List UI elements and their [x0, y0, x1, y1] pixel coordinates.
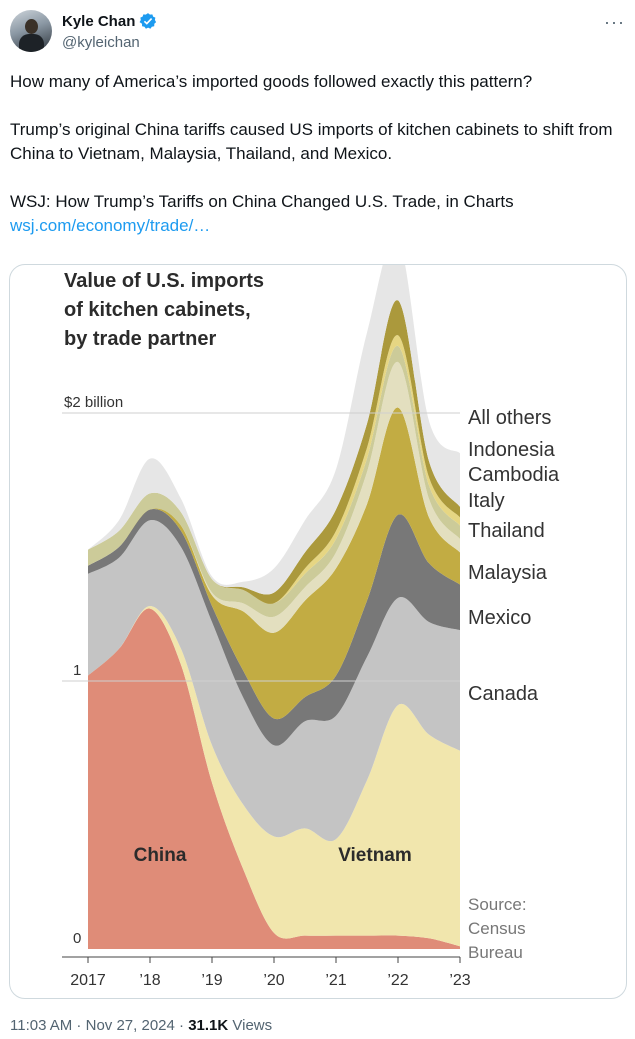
area-vietnam	[88, 606, 460, 947]
area-canada	[88, 520, 460, 842]
verified-badge-icon	[139, 13, 157, 29]
y-tick-label: $2 billion	[64, 394, 123, 411]
legend-malaysia: Malaysia	[468, 562, 548, 584]
x-tick-label: ’22	[387, 972, 408, 989]
meta-separator: ·	[174, 1017, 189, 1034]
tweet-text: How many of America’s imported goods fol…	[10, 70, 620, 238]
area-label-vietnam: Vietnam	[338, 845, 412, 866]
author-name[interactable]: Kyle Chan	[62, 12, 136, 30]
tweet-line-2: Trump’s original China tariffs caused US…	[10, 120, 613, 163]
chart-source-line: Census	[468, 919, 526, 938]
y-tick-label: 1	[73, 662, 81, 679]
author-handle[interactable]: @kyleichan	[62, 34, 140, 51]
x-tick-label: ’18	[139, 972, 160, 989]
x-tick-label: ’23	[449, 972, 470, 989]
chart-title-line: of kitchen cabinets,	[64, 299, 251, 321]
avatar[interactable]	[10, 10, 52, 52]
avatar-head	[25, 19, 38, 34]
view-count: 31.1K	[188, 1017, 229, 1034]
legend-italy: Italy	[468, 490, 505, 512]
meta-separator: ·	[72, 1017, 86, 1034]
chart-title-line: Value of U.S. imports	[64, 270, 264, 292]
x-tick-label: ’19	[201, 972, 222, 989]
stacked-area-chart: $2 billion 1 0 2017 ’18 ’19 ’20 ’21 ’22 ’23 Canada…	[62, 265, 560, 989]
chart-source-line: Bureau	[468, 943, 523, 962]
legend-mexico: Mexico	[468, 607, 531, 629]
author-name-row[interactable]: Kyle Chan	[62, 12, 157, 30]
tweet-date[interactable]: Nov 27, 2024	[85, 1017, 175, 1034]
area-malaysia	[88, 407, 460, 720]
more-icon[interactable]: ···	[604, 12, 625, 32]
x-tick-label: ’21	[325, 972, 346, 989]
x-tick-label: ’20	[263, 972, 284, 989]
legend-all-others: All others	[468, 407, 551, 429]
x-tick-label: 2017	[70, 972, 106, 989]
legend-cambodia: Cambodia	[468, 464, 560, 486]
article-link[interactable]: wsj.com/economy/trade/…	[10, 216, 211, 235]
chart-source-line: Source:	[468, 895, 527, 914]
tweet-time[interactable]: 11:03 AM	[10, 1017, 73, 1034]
tweet-line-1: How many of America’s imported goods fol…	[10, 72, 533, 91]
legend-indonesia: Indonesia	[468, 439, 556, 461]
legend-canada: Canada	[468, 683, 539, 705]
area-china	[88, 608, 460, 949]
area-label-china: China	[134, 845, 187, 866]
legend-thailand: Thailand	[468, 520, 545, 542]
tweet-meta: 11:03 AM · Nov 27, 2024 · 31.1K Views	[10, 1017, 272, 1034]
avatar-body	[19, 34, 44, 52]
y-tick-label: 0	[73, 930, 81, 947]
chart-image-card[interactable]: $2 billion 1 0 2017 ’18 ’19 ’20 ’21 ’22 ’23 Canada…	[9, 264, 627, 999]
views-label: Views	[228, 1017, 273, 1034]
chart-title-line: by trade partner	[64, 328, 216, 350]
area-all-others	[88, 265, 460, 595]
tweet-line-3: WSJ: How Trump’s Tariffs on China Change…	[10, 192, 514, 211]
